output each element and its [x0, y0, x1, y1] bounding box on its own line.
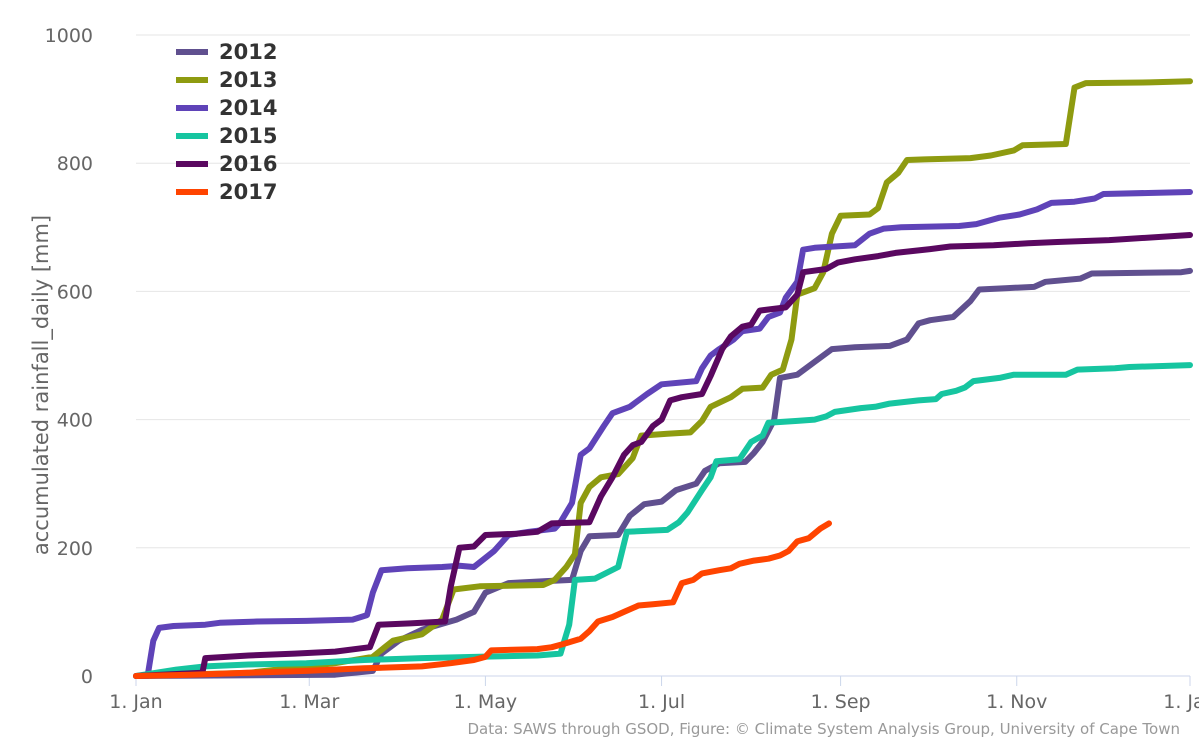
x-tick-label: 1. Jul — [638, 691, 685, 713]
legend-item-2013[interactable]: 2013 — [176, 68, 277, 92]
legend-item-2012[interactable]: 2012 — [176, 40, 277, 64]
series-line-2014 — [133, 189, 1193, 679]
series-line-2017 — [133, 520, 832, 679]
x-tick-label: 1. May — [454, 691, 517, 713]
legend-label: 2017 — [219, 180, 277, 204]
y-tick-label-1000: 1000 — [45, 25, 93, 47]
series-line-2012 — [133, 267, 1193, 679]
y-tick-label-800: 800 — [57, 153, 93, 175]
legend: 2012 2013 2014 2015 2016 2017 — [176, 40, 277, 204]
series-line-2016 — [133, 232, 1193, 679]
chart-credit: Data: SAWS through GSOD, Figure: © Clima… — [467, 720, 1180, 738]
legend-label: 2013 — [219, 68, 277, 92]
grid-lines — [136, 34, 1190, 549]
y-tick-label-200: 200 — [57, 538, 93, 560]
legend-item-2015[interactable]: 2015 — [176, 124, 277, 148]
series-line-2013 — [133, 78, 1193, 679]
legend-label: 2015 — [219, 124, 277, 148]
legend-item-2017[interactable]: 2017 — [176, 180, 277, 204]
y-tick-label-600: 600 — [57, 281, 93, 303]
legend-label: 2016 — [219, 152, 277, 176]
x-tick-label: 1. Jan — [109, 691, 162, 713]
legend-item-2016[interactable]: 2016 — [176, 152, 277, 176]
y-tick-label-0: 0 — [81, 666, 93, 688]
x-tick-label: 1. Mar — [279, 691, 339, 713]
x-axis-ticks: 1. Jan 1. Mar 1. May 1. Jul 1. Sep 1. Nov 1. J… — [109, 676, 1199, 713]
y-tick-label-400: 400 — [57, 410, 93, 432]
legend-label: 2014 — [219, 96, 277, 120]
y-axis-title: accumulated rainfall_daily [mm] — [29, 215, 54, 555]
x-tick-label: 1. Nov — [986, 691, 1047, 713]
series-line-2015 — [133, 362, 1193, 679]
series-lines — [133, 78, 1193, 679]
x-tick-label: 1. Sep — [811, 691, 871, 713]
legend-label: 2012 — [219, 40, 277, 64]
x-tick-label: 1. Jan — [1163, 691, 1199, 713]
legend-item-2014[interactable]: 2014 — [176, 96, 277, 120]
y-axis-ticks: 0 200 400 600 800 1000 — [45, 25, 93, 688]
